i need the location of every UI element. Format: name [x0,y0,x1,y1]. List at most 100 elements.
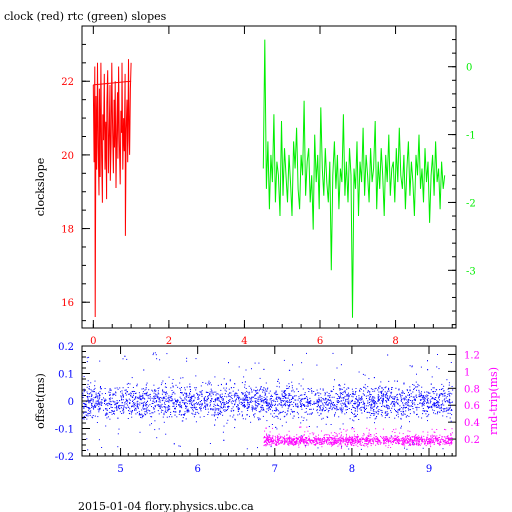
point-rnd-trip [426,437,428,439]
point-offset [98,406,100,408]
point-offset [267,404,269,406]
point-rnd-trip [356,437,358,439]
point-rnd-trip [399,432,401,434]
point-rnd-trip [347,444,349,445]
point-offset [311,404,313,405]
point-offset [216,408,218,410]
point-offset [355,398,357,400]
point-offset [207,408,209,410]
point-offset [135,413,137,415]
point-offset [378,391,380,393]
point-offset [437,406,439,408]
point-offset [268,403,270,405]
point-rnd-trip [316,438,318,440]
point-rnd-trip [336,434,338,436]
point-offset [408,405,410,407]
point-rnd-trip [354,438,356,440]
point-offset [266,396,268,398]
point-offset [364,384,366,386]
point-offset [425,413,427,415]
slope-y2-tick-label: -3 [466,266,476,277]
point-rnd-trip [303,441,305,443]
point-offset [396,394,398,396]
point-offset [351,395,353,397]
point-offset [165,391,167,393]
point-offset [190,391,191,392]
point-offset [223,425,225,427]
point-offset [189,386,191,388]
point-rnd-trip [414,435,416,437]
point-offset [214,376,216,378]
point-offset [145,388,147,390]
point-offset [137,407,139,409]
point-offset [271,396,273,397]
point-offset [371,407,372,409]
slope-y-tick-label: 18 [61,225,74,236]
point-rnd-trip [345,430,347,432]
point-offset [161,393,163,395]
point-offset [162,399,164,401]
point-offset [393,403,395,405]
point-offset [275,407,277,409]
point-offset [199,403,201,405]
point-offset [82,394,84,396]
point-offset [406,390,408,392]
point-offset [395,402,397,404]
point-offset [184,411,186,413]
point-offset [156,358,158,360]
point-rnd-trip [318,434,319,436]
point-rnd-trip [364,443,365,445]
point-rnd-trip [334,443,336,445]
point-offset [266,400,268,402]
point-offset [178,445,180,447]
point-offset [205,391,207,393]
point-offset [177,400,179,402]
point-offset [370,409,372,411]
point-offset [90,389,92,391]
point-offset [91,395,92,397]
point-rnd-trip [415,441,417,443]
point-rnd-trip [287,437,289,439]
point-rnd-trip [414,438,416,440]
point-offset [304,394,306,396]
point-offset [136,412,138,414]
point-offset [414,398,416,400]
point-offset [451,393,453,395]
point-offset [287,410,289,412]
point-offset [197,397,199,399]
point-offset [91,403,93,405]
point-rnd-trip [365,437,367,439]
point-offset [258,419,260,421]
point-offset [260,410,262,412]
point-rnd-trip [402,441,404,443]
point-rnd-trip [300,426,302,428]
point-rnd-trip [430,446,432,448]
point-offset [403,383,405,385]
point-rnd-trip [409,437,411,439]
point-offset [191,412,193,414]
point-offset [330,407,332,409]
point-rnd-trip [432,440,434,442]
point-rnd-trip [402,439,404,441]
point-rnd-trip [391,441,393,442]
point-offset [150,399,151,401]
point-offset [398,389,400,391]
point-offset [374,413,376,415]
point-rnd-trip [271,441,273,443]
point-offset [256,392,258,394]
point-offset [440,404,442,406]
point-offset [377,400,379,402]
point-offset [164,404,166,405]
point-offset [404,413,406,415]
offset-y2-tick-label: 1 [464,367,470,378]
point-offset [318,397,320,399]
point-rnd-trip [364,441,366,443]
point-rnd-trip [390,440,392,442]
point-rnd-trip [346,429,348,431]
point-offset [207,384,209,386]
point-offset [145,405,147,407]
point-offset [413,396,415,398]
point-offset [168,399,170,400]
point-offset [142,407,144,409]
